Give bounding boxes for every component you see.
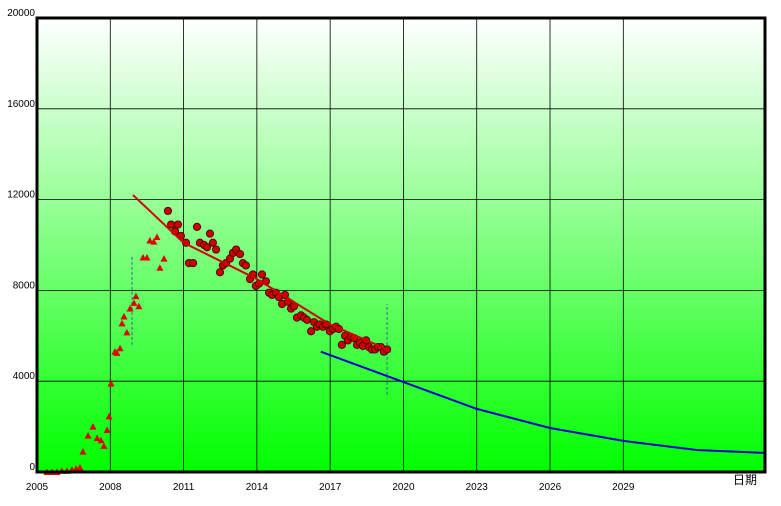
triangle-point bbox=[93, 434, 101, 441]
triangle-point bbox=[160, 255, 168, 262]
y-tick-label: 20000 bbox=[7, 8, 35, 19]
triangle-point bbox=[156, 264, 164, 271]
x-tick-label: 2005 bbox=[26, 482, 49, 493]
triangle-point bbox=[126, 305, 134, 312]
x-tick-label: 2029 bbox=[612, 482, 635, 493]
triangle-point bbox=[132, 292, 140, 300]
x-tick-label: 2023 bbox=[466, 482, 489, 493]
circle-point bbox=[241, 261, 250, 270]
circle-point bbox=[173, 220, 183, 229]
circle-point bbox=[302, 315, 312, 325]
x-tick-label: 2026 bbox=[539, 482, 562, 493]
x-tick-label: 2017 bbox=[319, 482, 342, 493]
trend-line bbox=[320, 350, 766, 454]
y-tick-label: 8000 bbox=[13, 280, 36, 291]
circle-point bbox=[192, 222, 202, 231]
circle-point bbox=[257, 270, 267, 279]
triangle-point bbox=[130, 299, 138, 306]
triangle-point bbox=[150, 238, 158, 245]
circle-point bbox=[337, 340, 346, 349]
x-tick-label: 2011 bbox=[173, 482, 195, 493]
x-axis-label: 日期 bbox=[733, 473, 757, 487]
circle-point bbox=[211, 245, 221, 254]
circle-point bbox=[205, 229, 215, 238]
circle-point bbox=[235, 249, 245, 259]
triangle-point bbox=[89, 423, 97, 430]
triangle-point bbox=[118, 319, 126, 327]
triangle-point bbox=[97, 436, 105, 444]
triangle-point bbox=[120, 313, 128, 320]
plot-border bbox=[35, 16, 767, 474]
triangle-point bbox=[79, 448, 87, 455]
circle-point bbox=[208, 238, 217, 247]
triangle-point bbox=[123, 328, 131, 336]
circle-point bbox=[167, 220, 176, 229]
marks bbox=[43, 194, 766, 475]
triangle-point bbox=[105, 412, 113, 420]
x-tick-label: 2008 bbox=[99, 482, 122, 493]
y-tick-label: 16000 bbox=[7, 99, 35, 110]
triangle-point bbox=[76, 463, 84, 471]
trend-line bbox=[132, 194, 388, 351]
circle-point bbox=[215, 268, 225, 277]
triangle-point bbox=[84, 432, 92, 439]
triangle-point bbox=[100, 442, 108, 449]
plot-area bbox=[37, 18, 765, 472]
triangle-point bbox=[146, 236, 154, 244]
triangle-point bbox=[153, 233, 161, 241]
triangle-point bbox=[113, 349, 121, 356]
y-tick-label: 12000 bbox=[7, 190, 35, 201]
y-tick-label: 0 bbox=[29, 462, 35, 473]
triangle-point bbox=[135, 302, 143, 310]
triangle-point bbox=[116, 344, 124, 352]
x-tick-label: 2014 bbox=[246, 482, 269, 493]
triangle-point bbox=[107, 379, 115, 387]
circle-point bbox=[202, 243, 212, 252]
circle-point bbox=[306, 327, 316, 336]
circle-point bbox=[189, 259, 198, 268]
circle-point bbox=[163, 206, 173, 216]
triangle-point bbox=[103, 426, 111, 434]
triangle-point bbox=[143, 253, 151, 261]
y-tick-label: 4000 bbox=[13, 371, 36, 382]
x-tick-label: 2020 bbox=[392, 482, 415, 493]
